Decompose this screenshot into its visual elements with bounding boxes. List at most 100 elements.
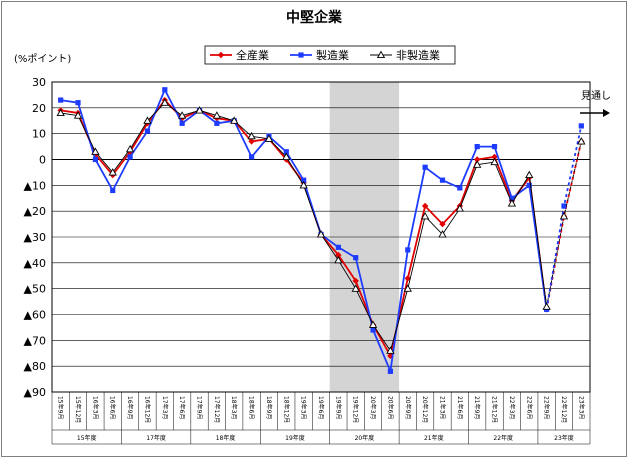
data-point [386, 346, 395, 354]
data-point [160, 98, 169, 106]
x-tick-label: 19年12月 [352, 396, 360, 423]
x-tick-label: 16年9月 [126, 396, 134, 419]
x-tick-label: 18年3月 [230, 396, 238, 419]
y-tick-label: ▲50 [24, 283, 46, 296]
data-point [578, 123, 584, 129]
data-point [335, 244, 341, 250]
y-tick-label: 10 [32, 128, 46, 141]
x-tick-label: 23年3月 [577, 396, 585, 419]
data-point [282, 152, 291, 160]
data-point [247, 131, 256, 140]
x-tick-label: 20年6月 [386, 396, 394, 419]
series-line [60, 98, 548, 359]
x-tick-label: 18年12月 [282, 396, 290, 423]
x-tick-label: 18年9月 [265, 396, 273, 419]
data-point [404, 275, 411, 282]
data-point [334, 255, 343, 264]
x-tick-label: 22年3月 [508, 396, 516, 419]
x-tick-label: 20年12月 [421, 396, 429, 423]
plot-area: 30 20 10 0 ▲10 ▲20 ▲30 ▲40 ▲50 ▲60 ▲70 ▲80 ▲90 15年9月 1… [24, 76, 591, 445]
data-point [264, 134, 274, 142]
x-group-label: 22年度 [493, 434, 513, 442]
data-point [353, 255, 359, 261]
y-tick-label: ▲30 [24, 231, 46, 244]
data-point [420, 212, 430, 220]
data-point [491, 143, 498, 150]
data-point [473, 156, 481, 163]
legend-label: 製造業 [316, 48, 349, 62]
data-point [421, 202, 429, 210]
data-point [439, 220, 446, 228]
data-point [455, 204, 465, 212]
data-point [195, 106, 204, 114]
projection-label: 見通し [581, 90, 611, 102]
x-tick-label: 21年6月 [456, 396, 464, 419]
x-group-label: 19年度 [285, 434, 305, 442]
data-point [298, 52, 304, 58]
data-point [248, 138, 255, 145]
data-point [405, 247, 411, 253]
data-point [507, 199, 517, 207]
data-point [509, 195, 515, 201]
data-point [75, 100, 81, 106]
x-tick-label: 16年12月 [143, 396, 151, 423]
y-tick-label: ▲70 [24, 334, 46, 347]
data-point [525, 170, 534, 179]
y-tick-label: ▲20 [24, 205, 46, 218]
data-point [248, 154, 255, 160]
x-tick-label: 16年6月 [109, 396, 117, 419]
data-point [110, 187, 116, 194]
data-point [376, 50, 386, 59]
x-tick-label: 15年9月 [57, 396, 65, 419]
x-tick-label: 22年6月 [525, 396, 533, 419]
x-tick-label: 15年12月 [74, 396, 82, 423]
series-diamond [57, 96, 585, 360]
data-point [212, 111, 222, 119]
data-point [403, 284, 412, 292]
x-tick-label: 17年9月 [196, 396, 204, 419]
x-tick-label: 20年9月 [404, 396, 412, 419]
chart-title: 中堅企業 [286, 9, 343, 26]
y-tick-label: ▲90 [24, 386, 46, 399]
data-point [127, 154, 133, 160]
x-tick-label: 19年3月 [300, 396, 308, 419]
x-tick-label: 19年6月 [317, 396, 325, 419]
data-point [439, 177, 446, 183]
data-point [438, 230, 447, 238]
data-point [368, 320, 378, 328]
data-point [179, 120, 185, 126]
legend-label: 全産業 [236, 48, 269, 62]
x-tick-label: 16年3月 [91, 396, 99, 419]
data-point [125, 144, 135, 153]
data-point [214, 120, 220, 126]
data-point [526, 182, 532, 188]
series-projection-line [545, 141, 583, 310]
data-point [217, 51, 225, 59]
data-point [56, 108, 65, 117]
data-point [108, 168, 117, 176]
data-point [162, 87, 168, 93]
x-group-label: 18年度 [216, 434, 236, 442]
legend-label: 非製造業 [396, 48, 440, 62]
series-triangle [56, 98, 586, 354]
data-point [144, 128, 151, 134]
x-tick-label: 17年12月 [213, 396, 221, 423]
data-point [301, 177, 307, 183]
legend-box [204, 45, 456, 65]
data-point [422, 164, 428, 170]
data-point [73, 111, 83, 119]
x-group-label: 17年度 [146, 434, 166, 442]
series-line [60, 102, 548, 352]
data-point [177, 111, 187, 119]
data-point [491, 153, 498, 161]
y-tick-label: ▲10 [24, 179, 46, 192]
x-tick-label: 17年6月 [178, 396, 186, 419]
projection-arrow-head [603, 109, 610, 117]
x-tick-label: 22年9月 [543, 396, 551, 419]
data-point [58, 97, 64, 103]
data-point [473, 160, 482, 168]
data-point [92, 156, 98, 163]
x-group-label: 15年度 [77, 434, 97, 442]
